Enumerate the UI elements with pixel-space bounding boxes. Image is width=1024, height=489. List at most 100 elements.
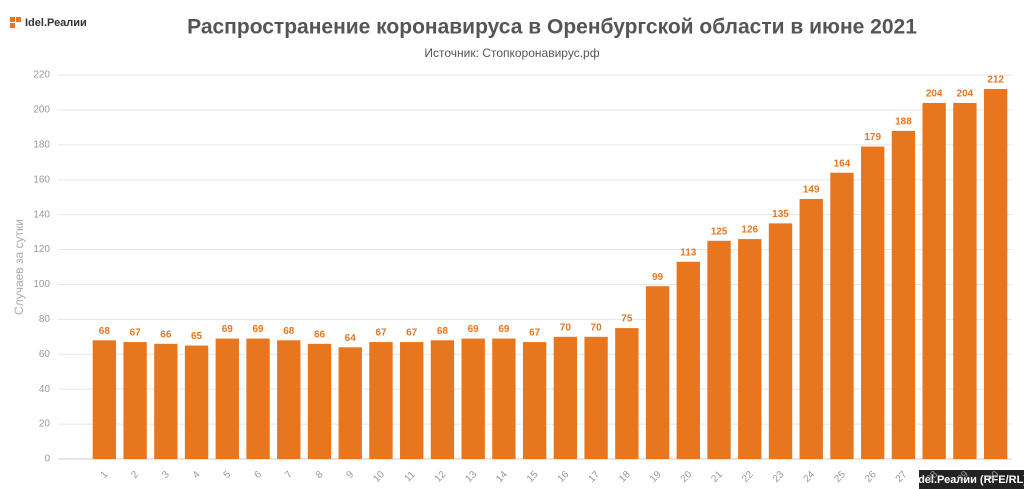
x-tick-label: 16 (556, 469, 572, 485)
value-label: 69 (252, 324, 264, 335)
x-tick-label: 7 (283, 469, 295, 481)
x-tick-label: 13 (464, 469, 480, 485)
logo-icon (10, 23, 15, 28)
bar (615, 328, 639, 459)
y-tick-label: 140 (33, 209, 50, 220)
bar (430, 340, 455, 459)
value-label: 67 (130, 328, 142, 339)
value-label: 70 (591, 322, 603, 333)
bar (369, 342, 393, 459)
value-label: 135 (772, 209, 789, 220)
value-label: 68 (437, 326, 449, 337)
x-tick-label: 27 (894, 469, 910, 485)
y-tick-label: 220 (33, 70, 50, 81)
value-label: 99 (652, 272, 664, 283)
value-label: 204 (957, 89, 974, 100)
value-label: 126 (741, 225, 758, 236)
bar (584, 336, 608, 459)
x-tick-label: 14 (494, 469, 510, 485)
value-label: 125 (711, 226, 728, 237)
bar (338, 347, 362, 459)
value-label: 67 (529, 328, 541, 339)
bar (215, 338, 239, 459)
bar (707, 240, 731, 459)
value-label: 70 (560, 322, 572, 333)
value-label: 204 (926, 89, 943, 100)
y-tick-label: 200 (33, 105, 50, 116)
bar (738, 239, 762, 459)
y-tick-label: 100 (33, 279, 50, 290)
value-label: 66 (314, 329, 326, 340)
bar (953, 102, 977, 459)
bar (400, 342, 424, 459)
bar (645, 286, 670, 459)
value-label: 69 (498, 324, 510, 335)
logo-text: Idel.Реалии (25, 17, 87, 29)
y-tick-label: 60 (39, 349, 51, 360)
value-label: 69 (468, 324, 480, 335)
value-label: 65 (191, 331, 203, 342)
value-label: 68 (283, 326, 295, 337)
bar (799, 198, 823, 459)
x-tick-label: 5 (222, 469, 234, 481)
credit: Idel.Реалии (RFE/RL) (915, 474, 1024, 486)
x-tick-label: 12 (433, 469, 449, 485)
logo-icon (16, 17, 21, 22)
value-label: 67 (375, 328, 387, 339)
bar (307, 343, 332, 459)
value-label: 68 (99, 326, 111, 337)
value-label: 149 (803, 185, 820, 196)
value-label: 69 (222, 324, 234, 335)
x-tick-label: 6 (252, 469, 264, 481)
y-tick-label: 160 (33, 174, 50, 185)
y-tick-label: 80 (39, 314, 51, 325)
chart-title: Распространение коронавируса в Оренбургс… (187, 16, 917, 39)
bar (676, 261, 700, 459)
chart-subtitle: Источник: Стопкоронавирус.рф (424, 46, 599, 60)
bar (891, 130, 916, 459)
x-tick-label: 22 (740, 469, 756, 485)
x-tick-label: 11 (403, 469, 418, 484)
x-tick-label: 1 (99, 469, 111, 481)
x-tick-label: 20 (679, 469, 695, 485)
bar (922, 102, 946, 459)
bar (983, 88, 1008, 460)
credit-box (919, 470, 1024, 489)
y-axis-title: Случаев за сутки (12, 219, 26, 315)
logo-icon (10, 17, 15, 22)
y-tick-label: 180 (33, 139, 50, 150)
x-tick-label: 21 (709, 469, 725, 485)
x-tick-label: 10 (371, 469, 387, 485)
bar (768, 223, 793, 459)
bar (861, 146, 885, 459)
x-tick-label: 3 (160, 469, 172, 481)
bar (184, 345, 209, 459)
y-tick-label: 40 (39, 384, 51, 395)
value-label: 113 (680, 247, 697, 258)
bar (830, 172, 854, 459)
bar (246, 338, 270, 459)
x-tick-label: 9 (345, 469, 357, 481)
x-tick-label: 8 (314, 469, 326, 481)
value-label: 188 (895, 116, 912, 127)
bar (123, 342, 147, 459)
x-tick-label: 19 (648, 469, 664, 485)
value-label: 75 (621, 314, 633, 325)
bar (154, 343, 178, 459)
x-tick-label: 15 (525, 469, 541, 485)
value-label: 67 (406, 328, 418, 339)
bar (277, 340, 301, 459)
x-tick-label: 25 (832, 469, 848, 485)
x-tick-label: 2 (129, 469, 141, 481)
value-label: 64 (345, 333, 357, 344)
bar (92, 340, 117, 459)
x-tick-label: 18 (617, 469, 633, 485)
value-label: 179 (864, 132, 881, 143)
bar (522, 342, 547, 459)
y-tick-label: 120 (33, 244, 50, 255)
logo: Idel.Реалии (10, 17, 87, 29)
value-label: 212 (987, 75, 1004, 86)
x-tick-label: 24 (802, 469, 818, 485)
